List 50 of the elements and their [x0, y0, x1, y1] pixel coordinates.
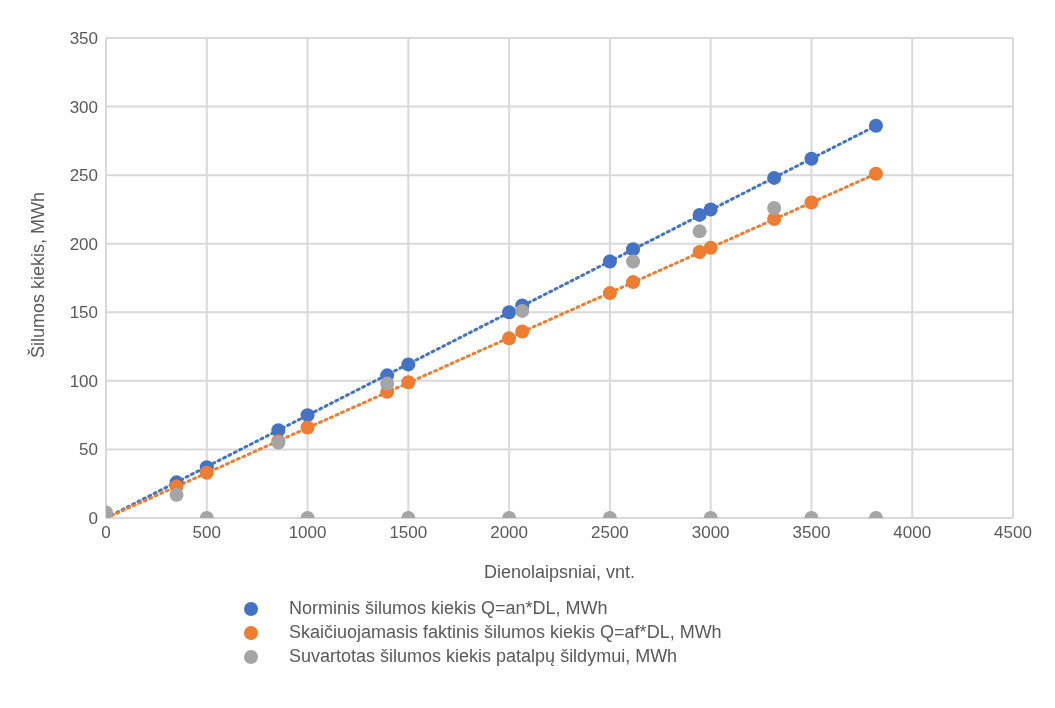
legend-label: Skaičiuojamasis faktinis šilumos kiekis Q=af*DL, MWh: [289, 622, 722, 643]
point: [767, 201, 782, 216]
point: [380, 376, 395, 391]
y-tick-label: 350: [69, 29, 98, 49]
point: [602, 254, 617, 269]
x-tick-label: 2500: [590, 523, 629, 543]
point: [767, 170, 782, 185]
y-tick-label: 200: [69, 234, 98, 254]
x-tick-label: 4500: [994, 523, 1032, 543]
y-axis-title: Šilumos kiekis, MWh: [27, 191, 49, 358]
point: [502, 331, 517, 346]
y-tick-label: 50: [79, 440, 98, 460]
y-tick-label: 0: [88, 509, 98, 529]
point: [401, 357, 416, 372]
point: [300, 408, 315, 423]
point: [703, 202, 718, 217]
point: [868, 166, 883, 181]
y-tick-label: 300: [69, 97, 98, 117]
point: [626, 242, 641, 257]
legend-label: Norminis šilumos kiekis Q=an*DL, MWh: [289, 598, 608, 619]
x-tick-label: 1000: [288, 523, 327, 543]
point: [626, 254, 641, 269]
point: [169, 487, 184, 502]
point: [199, 465, 214, 480]
y-tick-label: 250: [69, 166, 98, 186]
point: [515, 324, 530, 339]
point: [502, 305, 517, 320]
x-axis-title: Dienolaipsniai, vnt.: [483, 562, 636, 582]
point: [868, 118, 883, 133]
point: [692, 224, 707, 239]
legend-label: Suvartotas šilumos kiekis patalpų šildymui, MWh: [289, 646, 678, 667]
point: [804, 195, 819, 210]
point: [300, 420, 315, 435]
x-tick-label: 2000: [490, 523, 529, 543]
point: [602, 286, 617, 301]
y-tick-label: 150: [69, 303, 98, 323]
point: [692, 244, 707, 259]
point: [804, 151, 819, 166]
x-tick-label: 3500: [792, 523, 831, 543]
point: [515, 303, 530, 318]
x-tick-label: 4000: [893, 523, 932, 543]
x-tick-label: 0: [101, 523, 111, 543]
point: [703, 240, 718, 255]
point: [626, 275, 641, 290]
y-tick-label: 100: [69, 371, 98, 391]
x-tick-label: 1500: [389, 523, 428, 543]
point: [401, 375, 416, 390]
x-tick-label: 3000: [691, 523, 730, 543]
x-tick-label: 500: [192, 523, 221, 543]
point: [692, 207, 707, 222]
